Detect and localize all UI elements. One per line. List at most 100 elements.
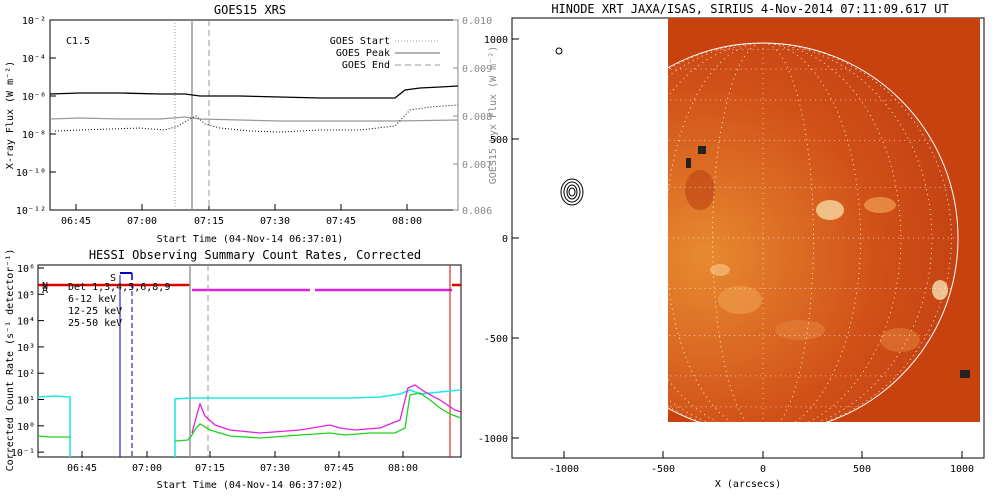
- goes-ytick-label: 10⁻⁴: [22, 54, 46, 65]
- goes-xtick-label: 07:15: [194, 216, 224, 227]
- hessi-ytick-label: 10⁵: [17, 290, 35, 301]
- xrt-ytick-label: -500: [484, 334, 508, 345]
- goes-y2tick-label: 0.006: [462, 206, 492, 217]
- hessi-12-25-kev: [37, 392, 462, 442]
- hessi-ylabel: Corrected Count Rate (s⁻¹ detector⁻¹): [5, 249, 16, 472]
- xrt-title: HINODE XRT JAXA/ISAS, SIRIUS 4-Nov-2014 …: [551, 2, 948, 16]
- goes-ytick-label: 10⁻²: [22, 16, 46, 27]
- bad-pixel-1: [686, 158, 691, 168]
- active-region-3: [718, 286, 762, 314]
- goes-ytick-label: 10⁻¹⁰: [16, 168, 46, 179]
- xrt-ytick-label: 0: [502, 234, 508, 245]
- beam-circle: [555, 47, 563, 55]
- hessi-ytick-label: 10⁶: [17, 264, 35, 275]
- active-regions: [685, 170, 948, 352]
- hessi-xtick-label: 07:30: [260, 463, 290, 474]
- xrt-xlabel: X (arcsecs): [715, 479, 781, 490]
- hessi-legend-12-25: 12-25 keV: [68, 306, 122, 317]
- active-region-6: [775, 320, 825, 340]
- xrt-axes: -1000 -500 0 500 1000 1000 500 0 -500 -1000: [478, 35, 974, 475]
- xrt-xtick-label: 500: [853, 464, 871, 475]
- hessi-xlabel: Start Time (04-Nov-14 06:37:02): [157, 480, 344, 491]
- goes-plot-frame: [49, 19, 459, 211]
- xrt-image: [668, 18, 980, 422]
- goes-xtick-label: 07:30: [260, 216, 290, 227]
- hessi-contours: [555, 47, 584, 206]
- goes-lyx-flux: [49, 116, 459, 122]
- hessi-ytick-label: 10²: [17, 369, 35, 380]
- goes-y2label: GOES15 Lyx Flux (W m⁻²): [488, 46, 499, 184]
- hessi-axes: 10⁶ 10⁵ 10⁴ 10³ 10² 10¹ 10⁰ 10⁻¹ 06:45 07:00 07:15…: [11, 264, 418, 474]
- xrt-ytick-label: 500: [490, 135, 508, 146]
- heliographic-grid: [668, 43, 958, 422]
- xrt-xtick-label: -500: [651, 464, 675, 475]
- goes-xtick-label: 06:45: [61, 216, 91, 227]
- hessi-ytick-label: 10⁰: [17, 422, 35, 433]
- goes-legend-peak: GOES Peak: [336, 48, 390, 59]
- longitude-line: [668, 43, 952, 422]
- hessi-ytick-label: 10⁴: [17, 317, 35, 328]
- hessi-legend-6-12: 6-12 keV: [68, 294, 116, 305]
- xrt-xtick-label: -1000: [549, 464, 579, 475]
- goes-ytick-label: 10⁻⁸: [22, 130, 46, 141]
- hessi-panel: HESSI Observing Summary Count Rates, Cor…: [5, 248, 462, 491]
- longitude-line: [712, 43, 814, 422]
- active-region-5: [932, 280, 948, 300]
- goes-xlabel: Start Time (04-Nov-14 06:37:01): [157, 234, 344, 245]
- goes-y2tick-label: 0.009: [462, 64, 492, 75]
- hessi-legend-25-50: 25-50 keV: [68, 318, 122, 329]
- hessi-xtick-label: 08:00: [388, 463, 418, 474]
- hessi-ytick-label: 10³: [17, 343, 35, 354]
- coronal-hole-1: [685, 170, 715, 210]
- active-region-1: [816, 200, 844, 220]
- xrt-ytick-label: -1000: [478, 434, 508, 445]
- xrt-ytick-label: 1000: [484, 35, 508, 46]
- hessi-label-n: N: [42, 281, 48, 292]
- contour-4: [568, 187, 576, 197]
- goes-ytick-label: 10⁻¹²: [16, 206, 46, 217]
- hessi-xtick-label: 06:45: [67, 463, 97, 474]
- longitude-line: [668, 43, 861, 422]
- goes-ytick-label: 10⁻⁶: [22, 92, 46, 103]
- goes-axes: 10⁻² 10⁻⁴ 10⁻⁶ 10⁻⁸ 10⁻¹⁰ 10⁻¹² 0.010 0.009 0.00…: [16, 16, 492, 227]
- goes-y2tick-label: 0.008: [462, 112, 492, 123]
- goes-xtick-label: 07:00: [127, 216, 157, 227]
- hessi-legend: Det 1,3,4,5,6,8,9 6-12 keV 12-25 keV 25-…: [68, 282, 170, 329]
- bad-pixel-2: [698, 146, 706, 154]
- goes-xtick-label: 08:00: [392, 216, 422, 227]
- contour-2: [563, 181, 581, 203]
- hessi-6-12-kev: [191, 384, 462, 434]
- goes-long-channel: [49, 85, 459, 99]
- hessi-25-50-kev: [37, 389, 462, 457]
- goes-xtick-label: 07:45: [326, 216, 356, 227]
- active-region-2: [864, 197, 896, 213]
- goes-ylabel: X-ray Flux (W m⁻²): [5, 61, 16, 169]
- hessi-label-a: A: [42, 285, 48, 296]
- goes-short-channel: [54, 104, 459, 133]
- bad-pixel-3: [960, 370, 970, 378]
- hessi-title: HESSI Observing Summary Count Rates, Cor…: [89, 248, 421, 262]
- xrt-panel: HINODE XRT JAXA/ISAS, SIRIUS 4-Nov-2014 …: [478, 2, 985, 490]
- goes-legend-start: GOES Start: [330, 36, 390, 47]
- goes-title: GOES15 XRS: [214, 3, 286, 17]
- hessi-plot-frame: [37, 264, 462, 458]
- goes-legend: GOES Start GOES Peak GOES End: [330, 36, 440, 71]
- hessi-xtick-label: 07:00: [132, 463, 162, 474]
- hessi-xtick-label: 07:45: [324, 463, 354, 474]
- hessi-ytick-label: 10⁻¹: [11, 448, 35, 459]
- xrt-xtick-label: 1000: [950, 464, 974, 475]
- goes-panel: GOES15 XRS 10⁻² 10⁻⁴ 10⁻⁶ 10⁻⁸ 10⁻¹⁰ 10⁻¹² 0.0…: [5, 3, 499, 245]
- goes-y2tick-label: 0.007: [462, 160, 492, 171]
- hessi-ytick-label: 10¹: [17, 396, 35, 407]
- goes-legend-end: GOES End: [342, 60, 390, 71]
- contour-3: [566, 184, 578, 200]
- contour-1: [560, 178, 584, 206]
- active-region-7: [880, 328, 920, 352]
- goes-y2tick-label: 0.010: [462, 16, 492, 27]
- solar-limb: [668, 42, 959, 422]
- goes-flare-class: C1.5: [66, 36, 90, 47]
- solar-disk: [668, 43, 958, 422]
- hessi-xtick-label: 07:15: [195, 463, 225, 474]
- active-region-4: [710, 264, 730, 276]
